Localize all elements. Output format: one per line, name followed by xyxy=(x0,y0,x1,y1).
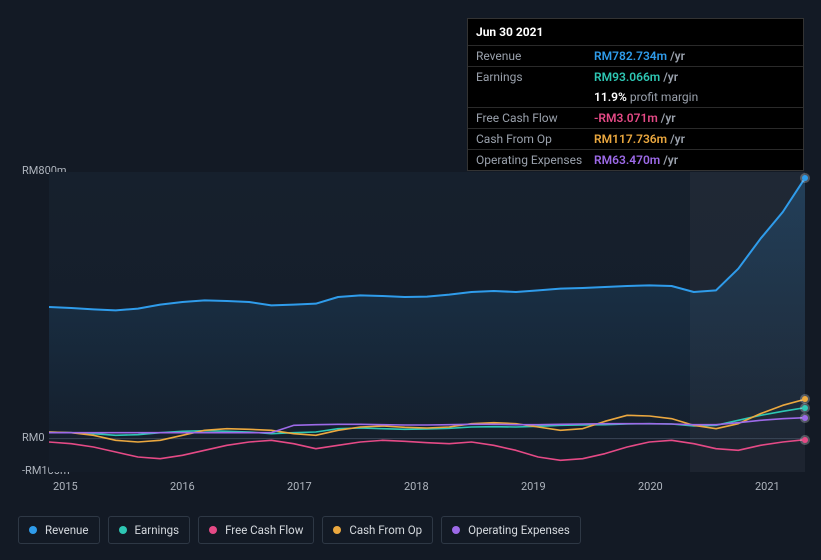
x-tick-label: 2016 xyxy=(170,480,195,493)
tooltip-row: 11.9%profit margin xyxy=(468,87,803,107)
legend-item-cash-from-op[interactable]: Cash From Op xyxy=(322,516,433,544)
legend-label: Cash From Op xyxy=(349,523,422,537)
legend-label: Earnings xyxy=(135,523,180,537)
end-marker-fcf xyxy=(802,437,808,443)
tooltip-value: RM93.066m/yr xyxy=(594,70,678,84)
end-marker-revenue xyxy=(802,175,808,181)
tooltip-label: Operating Expenses xyxy=(476,153,594,167)
x-tick-label: 2017 xyxy=(287,480,312,493)
tooltip-unit: /yr xyxy=(661,111,676,125)
plot-area[interactable] xyxy=(49,172,805,472)
tooltip-row: EarningsRM93.066m/yr xyxy=(468,66,803,87)
legend-item-operating-expenses[interactable]: Operating Expenses xyxy=(441,516,581,544)
tooltip-unit: /yr xyxy=(663,153,678,167)
tooltip-value: RM782.734m/yr xyxy=(594,49,685,63)
series-revenue xyxy=(49,178,805,310)
tooltip-value: RM63.470m/yr xyxy=(594,153,678,167)
tooltip-label: Earnings xyxy=(476,70,594,84)
chart-svg xyxy=(49,172,805,472)
legend-dot xyxy=(452,526,460,534)
y-tick-label: RM0 xyxy=(22,431,45,444)
end-marker-earnings xyxy=(802,405,808,411)
tooltip-unit: /yr xyxy=(670,132,685,146)
tooltip-label: Cash From Op xyxy=(476,132,594,146)
tooltip-row: RevenueRM782.734m/yr xyxy=(468,45,803,66)
x-tick-label: 2015 xyxy=(53,480,78,493)
legend-label: Revenue xyxy=(45,523,89,537)
legend-item-free-cash-flow[interactable]: Free Cash Flow xyxy=(198,516,314,544)
x-tick-label: 2018 xyxy=(404,480,429,493)
tooltip-value: 11.9%profit margin xyxy=(594,90,698,104)
legend-dot xyxy=(29,526,37,534)
legend-label: Free Cash Flow xyxy=(225,523,303,537)
end-marker-opex xyxy=(802,415,808,421)
legend-dot xyxy=(119,526,127,534)
financials-chart: RM800mRM0-RM100m 20152016201720182019202… xyxy=(16,152,805,497)
legend-item-earnings[interactable]: Earnings xyxy=(108,516,191,544)
chart-legend: Revenue Earnings Free Cash Flow Cash From O… xyxy=(18,516,581,544)
tooltip-date: Jun 30 2021 xyxy=(468,19,803,45)
tooltip-row: Operating ExpensesRM63.470m/yr xyxy=(468,149,803,170)
tooltip-label: Free Cash Flow xyxy=(476,111,594,125)
tooltip-row: Cash From OpRM117.736m/yr xyxy=(468,128,803,149)
tooltip-row: Free Cash Flow-RM3.071m/yr xyxy=(468,107,803,128)
tooltip-unit: /yr xyxy=(670,49,685,63)
tooltip-unit: /yr xyxy=(663,70,678,84)
tooltip-label: Revenue xyxy=(476,49,594,63)
tooltip-value: -RM3.071m/yr xyxy=(594,111,676,125)
x-tick-label: 2019 xyxy=(521,480,546,493)
tooltip-unit: profit margin xyxy=(630,90,698,104)
tooltip-label xyxy=(476,90,594,104)
legend-item-revenue[interactable]: Revenue xyxy=(18,516,100,544)
x-tick-label: 2021 xyxy=(755,480,780,493)
series-fcf xyxy=(49,440,805,461)
end-marker-cfo xyxy=(802,396,808,402)
chart-tooltip: Jun 30 2021 RevenueRM782.734m/yrEarnings… xyxy=(467,18,804,171)
tooltip-value: RM117.736m/yr xyxy=(594,132,685,146)
legend-dot xyxy=(333,526,341,534)
x-tick-label: 2020 xyxy=(638,480,663,493)
legend-dot xyxy=(209,526,217,534)
legend-label: Operating Expenses xyxy=(468,523,570,537)
